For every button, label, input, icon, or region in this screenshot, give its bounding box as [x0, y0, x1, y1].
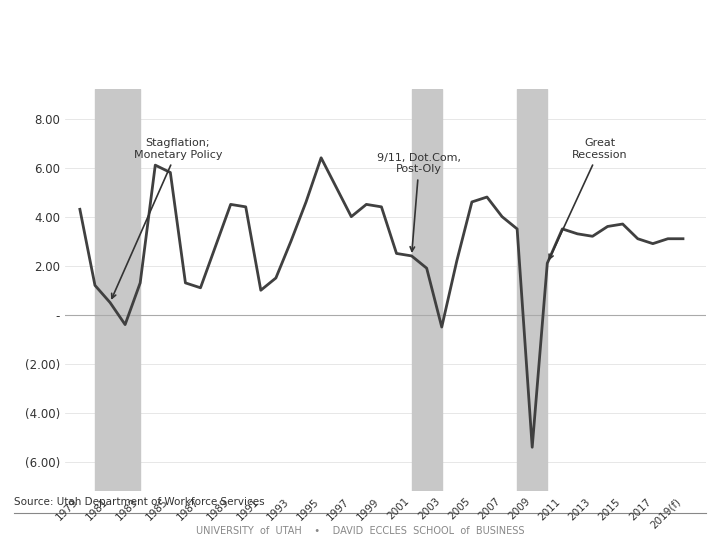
- Bar: [95, 89, 140, 491]
- Text: Source: Utah Department of Workforce Services: Source: Utah Department of Workforce Ser…: [14, 497, 265, 507]
- Text: Utah Economic Cycles and Recessions: Utah Economic Cycles and Recessions: [14, 13, 665, 42]
- Text: 9/11, Dot.Com,
Post-Oly: 9/11, Dot.Com, Post-Oly: [377, 153, 461, 251]
- Text: Annual percent change in jobs: Annual percent change in jobs: [244, 53, 476, 69]
- Text: UNIVERSITY  of  UTAH    •    DAVID  ECCLES  SCHOOL  of  BUSINESS: UNIVERSITY of UTAH • DAVID ECCLES SCHOOL…: [196, 526, 524, 536]
- Bar: [517, 89, 547, 491]
- Bar: [412, 89, 442, 491]
- Text: Stagflation;
Monetary Policy: Stagflation; Monetary Policy: [112, 138, 222, 298]
- Text: Great
Recession: Great Recession: [549, 138, 628, 259]
